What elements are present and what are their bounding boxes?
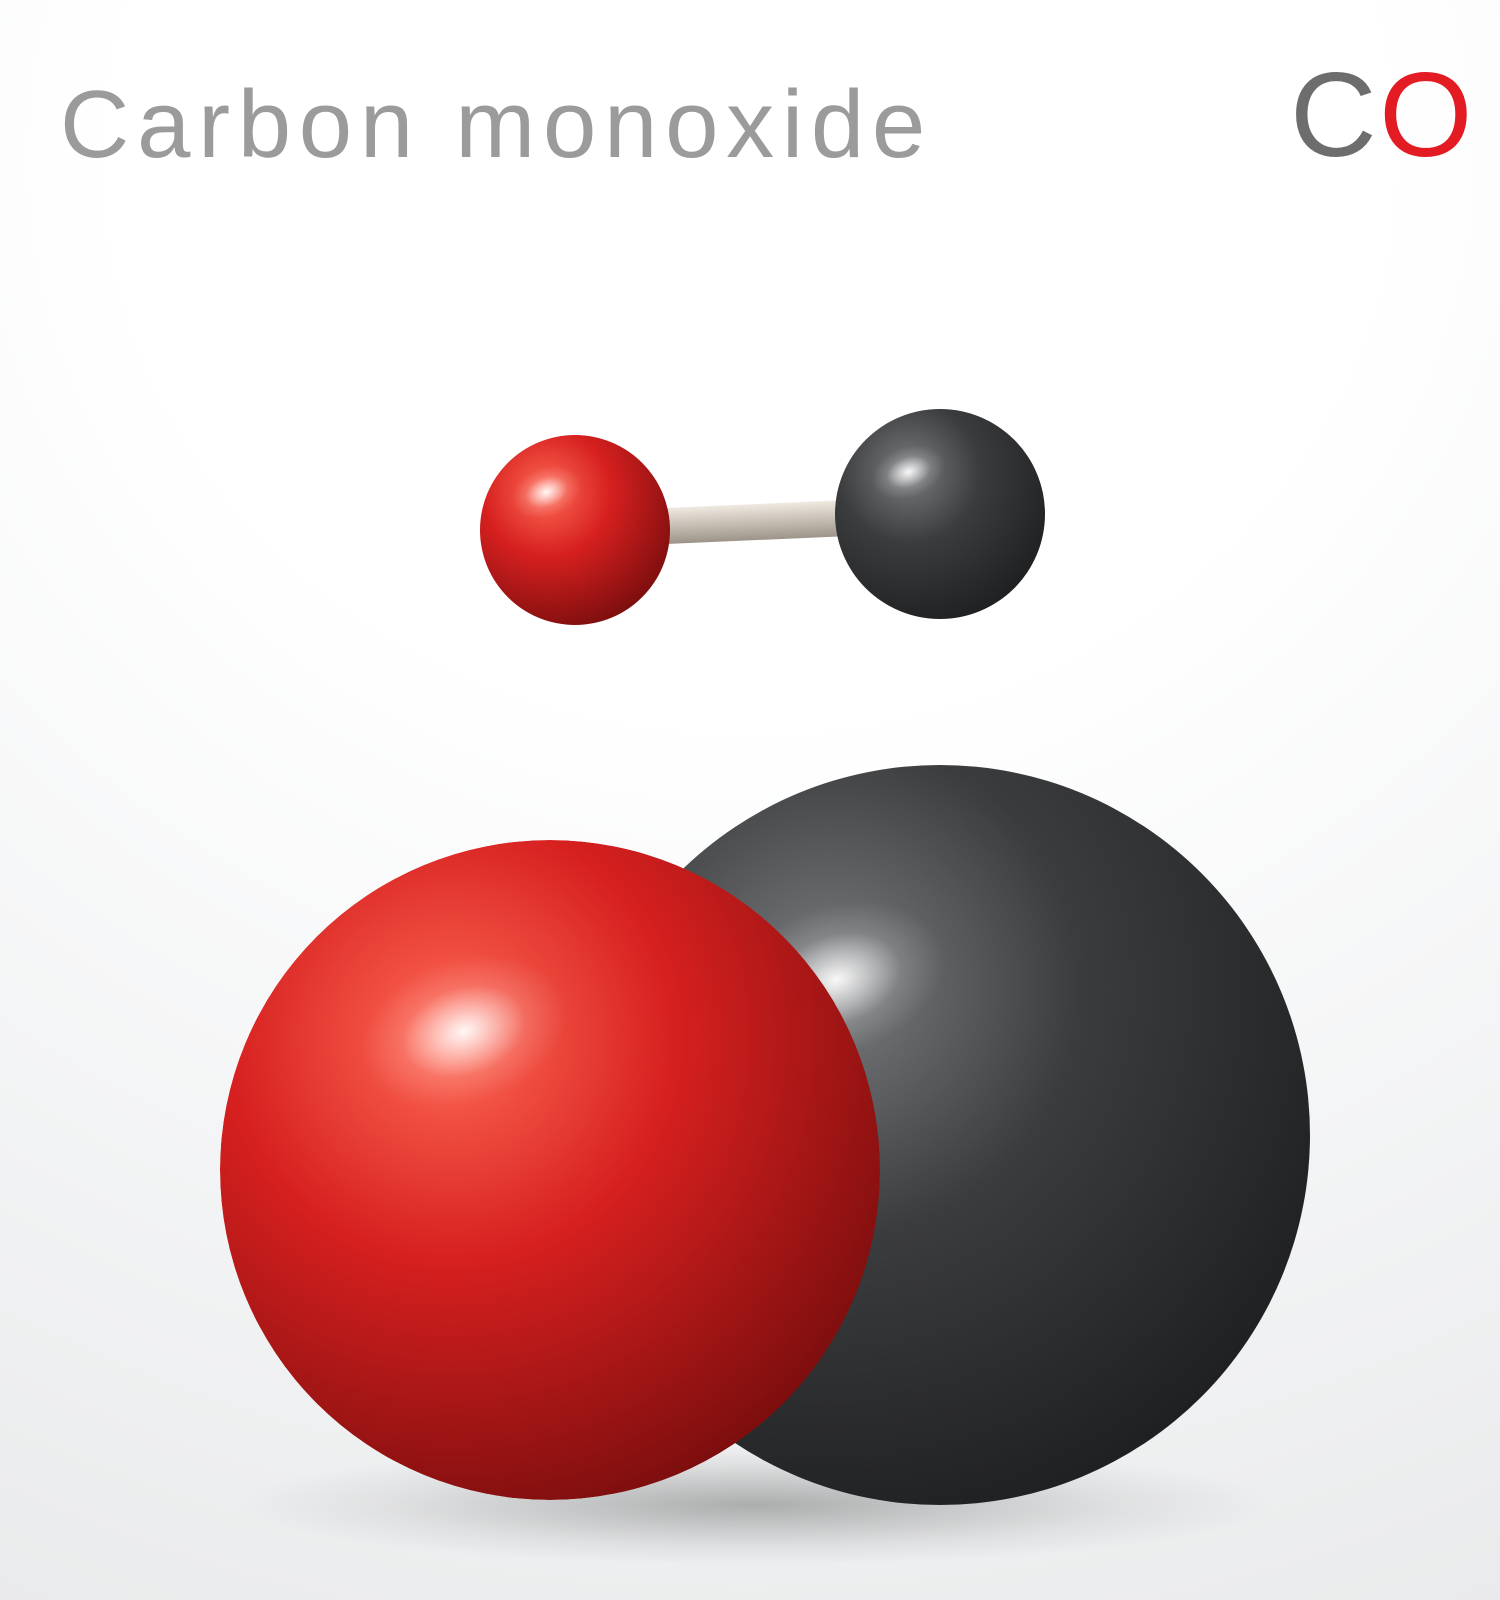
- carbon-atom-small: [835, 409, 1045, 619]
- oxygen-atom-large: [220, 840, 880, 1500]
- molecule-scene: [0, 0, 1500, 1600]
- drop-shadow: [235, 1445, 1275, 1565]
- diagram-canvas: Carbon monoxide CO: [0, 0, 1500, 1600]
- space-filling-model: [220, 765, 1310, 1565]
- ball-and-stick-model: [480, 409, 1045, 625]
- oxygen-atom-small: [480, 435, 670, 625]
